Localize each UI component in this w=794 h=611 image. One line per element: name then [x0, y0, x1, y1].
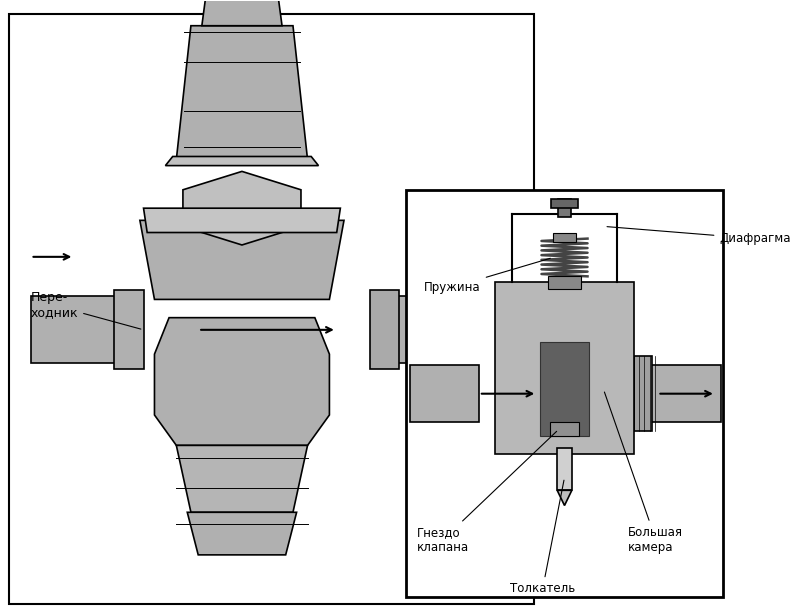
Polygon shape — [176, 26, 307, 159]
Text: Толкатель: Толкатель — [510, 480, 576, 595]
Text: Пере-
ходник: Пере- ходник — [30, 291, 141, 329]
Bar — [114, 290, 144, 370]
Bar — [557, 447, 572, 490]
Polygon shape — [202, 0, 282, 26]
Polygon shape — [187, 512, 297, 555]
Text: Пружина: Пружина — [424, 258, 550, 294]
Text: Диафрагма: Диафрагма — [607, 227, 791, 245]
Polygon shape — [140, 221, 344, 299]
Bar — [9, 13, 534, 604]
Bar — [549, 276, 580, 288]
Bar — [638, 365, 722, 422]
Bar — [634, 356, 652, 431]
Bar — [553, 233, 576, 241]
Text: Большая
камера: Большая камера — [604, 392, 684, 554]
Polygon shape — [144, 208, 341, 233]
Bar — [550, 422, 579, 436]
Polygon shape — [165, 156, 318, 166]
Polygon shape — [176, 445, 307, 512]
Bar — [406, 190, 723, 598]
Text: Гнездо
клапана: Гнездо клапана — [417, 431, 557, 554]
Bar — [551, 199, 577, 208]
Bar — [495, 282, 634, 453]
Bar — [30, 296, 118, 364]
Bar — [558, 199, 571, 218]
Polygon shape — [155, 318, 330, 445]
Bar — [410, 365, 480, 422]
Bar — [540, 342, 589, 436]
Polygon shape — [557, 490, 572, 505]
Bar — [369, 290, 399, 370]
Polygon shape — [183, 172, 301, 245]
Bar — [387, 296, 490, 364]
Bar — [566, 356, 592, 431]
